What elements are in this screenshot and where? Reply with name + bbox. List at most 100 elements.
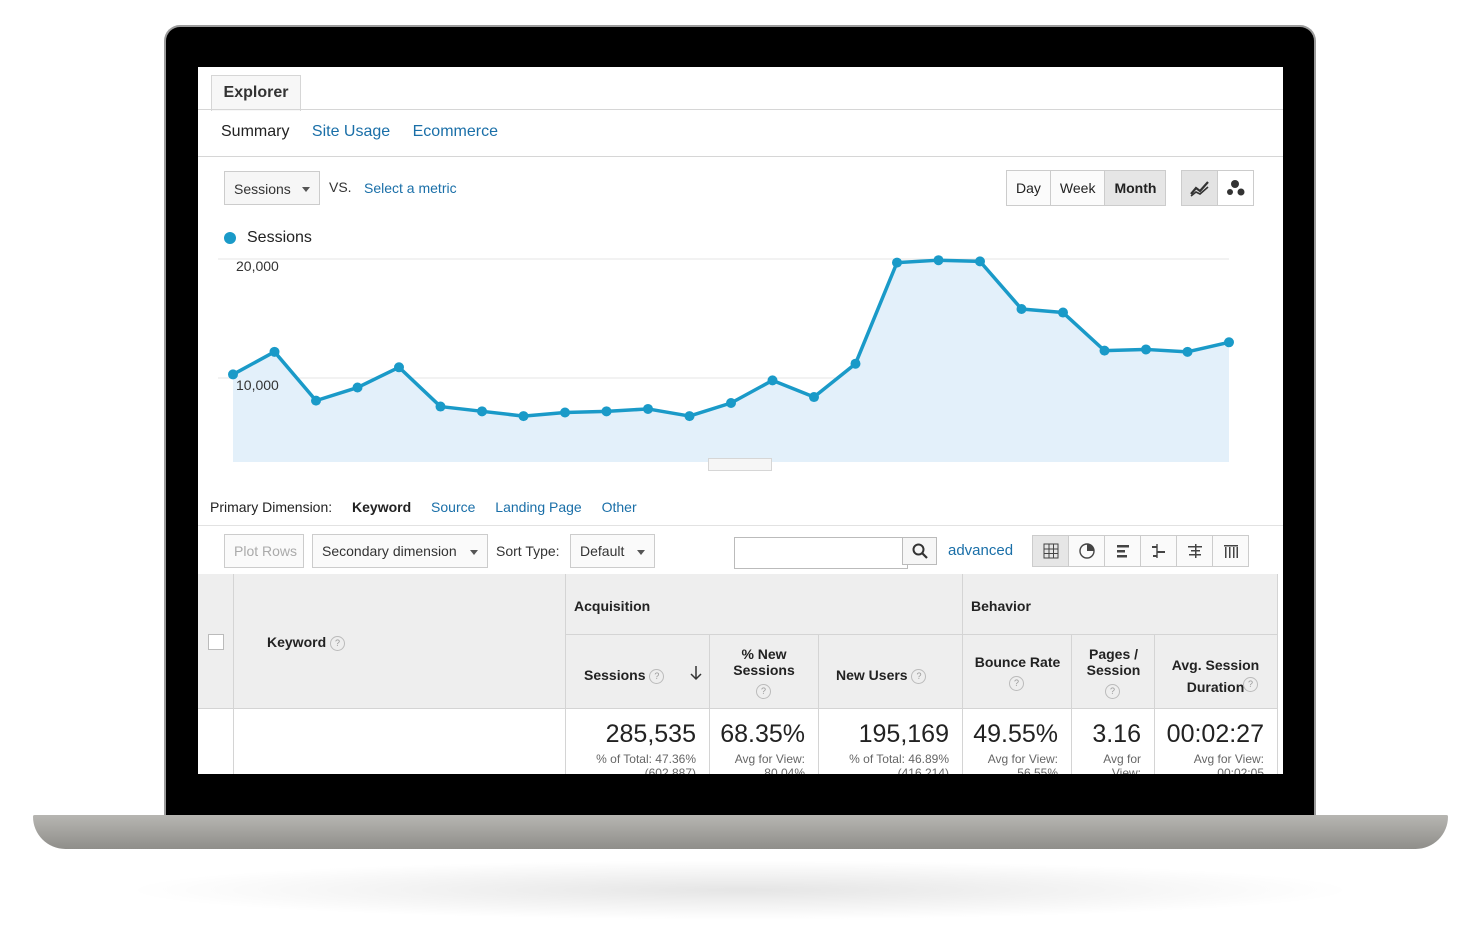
totals-new-users-value: 195,169 <box>858 720 949 748</box>
y-tick-label: 10,000 <box>236 377 279 393</box>
totals-avg-session-duration-value: 00:02:27 <box>1166 720 1264 748</box>
divider <box>198 525 1283 526</box>
data-table: Keyword ? Acquisition Behavior Sessions … <box>198 574 1278 774</box>
new-sessions-header[interactable]: % New Sessions ? <box>710 635 819 709</box>
chart-resize-handle[interactable] <box>708 458 772 471</box>
new-users-header[interactable]: New Users ? <box>819 635 963 709</box>
acquisition-group-header: Acquisition <box>566 574 963 635</box>
subtab-summary[interactable]: Summary <box>221 123 290 140</box>
new-sessions-header-label: % New Sessions <box>733 646 795 678</box>
totals-bounce-rate-sub: Avg for View: <box>987 752 1058 766</box>
data-point[interactable] <box>601 406 612 417</box>
line-chart-icon[interactable] <box>1182 171 1218 205</box>
sessions-header-label: Sessions <box>584 667 646 683</box>
totals-new-users-sub: % of Total: 46.89% <box>849 752 949 766</box>
help-icon[interactable]: ? <box>1243 677 1258 693</box>
totals-new-sessions-value: 68.35% <box>720 720 805 748</box>
new-users-header-label: New Users <box>836 667 908 683</box>
help-icon[interactable]: ? <box>756 684 771 700</box>
dimension-source[interactable]: Source <box>431 499 476 515</box>
data-point[interactable] <box>684 411 695 422</box>
data-point[interactable] <box>643 403 653 414</box>
avg-session-duration-header[interactable]: Avg. Session Duration ? <box>1155 635 1278 709</box>
data-point[interactable] <box>975 256 985 267</box>
granularity-toggle: Day Week Month <box>1006 170 1167 206</box>
primary-dimension-label: Primary Dimension: <box>210 499 333 515</box>
totals-sessions-sub: % of Total: 47.36% <box>596 752 696 766</box>
data-point[interactable] <box>892 257 902 268</box>
data-point[interactable] <box>726 397 736 408</box>
tab-divider <box>198 109 1283 110</box>
plot-rows-button[interactable]: Plot Rows <box>224 534 304 568</box>
pages-per-session-header[interactable]: Pages / Session ? <box>1072 635 1155 709</box>
totals-sessions-value: 285,535 <box>605 720 696 748</box>
sessions-header[interactable]: Sessions ? <box>566 635 710 709</box>
subtab-ecommerce[interactable]: Ecommerce <box>412 123 498 140</box>
secondary-dimension-select[interactable]: Secondary dimension <box>312 534 488 568</box>
select-all-checkbox[interactable] <box>208 634 224 650</box>
behavior-label: Behavior <box>971 598 1031 614</box>
data-point[interactable] <box>1224 337 1234 348</box>
data-point[interactable] <box>269 346 280 357</box>
metric-select[interactable]: Sessions <box>224 171 320 205</box>
data-point[interactable] <box>1058 307 1068 318</box>
secondary-dimension-label: Secondary dimension <box>322 543 457 559</box>
select-all-cell <box>198 574 234 709</box>
data-point[interactable] <box>850 358 861 369</box>
select-metric-link[interactable]: Select a metric <box>364 180 457 196</box>
pie-icon[interactable] <box>1069 536 1105 566</box>
term-cloud-icon[interactable] <box>1177 536 1213 566</box>
bounce-rate-header[interactable]: Bounce Rate ? <box>963 635 1072 709</box>
dimension-landing-page[interactable]: Landing Page <box>495 499 582 515</box>
data-point[interactable] <box>311 395 321 406</box>
avg-session-duration-header-label: Avg. Session Duration <box>1171 657 1260 695</box>
primary-dimension-bar: Primary Dimension: Keyword Source Landin… <box>210 499 653 515</box>
dimension-keyword[interactable]: Keyword <box>352 499 412 515</box>
data-point[interactable] <box>1141 344 1151 355</box>
data-point[interactable] <box>352 382 363 393</box>
granularity-month-button[interactable]: Month <box>1105 171 1166 205</box>
totals-new-sessions: 68.35% Avg for View: 80.04% <box>710 709 819 774</box>
tab-explorer[interactable]: Explorer <box>211 75 301 111</box>
bar-icon[interactable] <box>1105 536 1141 566</box>
data-point[interactable] <box>933 255 944 266</box>
search-button[interactable] <box>902 537 937 565</box>
help-icon[interactable]: ? <box>330 635 346 651</box>
laptop-shadow <box>120 860 1360 920</box>
data-point[interactable] <box>1016 303 1027 314</box>
advanced-filter-link[interactable]: advanced <box>948 542 1014 559</box>
table-icon[interactable] <box>1033 536 1069 566</box>
help-icon[interactable]: ? <box>911 668 927 684</box>
totals-avg-session-duration-sub: Avg for View: <box>1193 752 1264 766</box>
help-icon[interactable]: ? <box>649 668 665 684</box>
analytics-screen: Explorer Summary Site Usage Ecommerce Se… <box>198 67 1283 774</box>
granularity-week-button[interactable]: Week <box>1050 171 1106 205</box>
table-search-input[interactable] <box>734 537 908 569</box>
data-point[interactable] <box>477 406 487 417</box>
comparison-icon[interactable] <box>1141 536 1177 566</box>
data-point[interactable] <box>1099 345 1110 356</box>
data-point[interactable] <box>560 407 570 418</box>
pages-per-session-header-label: Pages / Session <box>1086 646 1141 678</box>
data-point[interactable] <box>767 375 778 386</box>
data-point[interactable] <box>435 401 446 412</box>
totals-select-cell <box>198 709 234 774</box>
data-point[interactable] <box>228 369 238 380</box>
motion-chart-icon[interactable] <box>1218 171 1253 205</box>
chevron-down-icon <box>470 550 478 555</box>
help-icon[interactable]: ? <box>1009 676 1024 692</box>
subtab-site-usage[interactable]: Site Usage <box>311 123 391 140</box>
sort-type-value: Default <box>580 543 625 559</box>
sort-type-select[interactable]: Default <box>570 534 655 568</box>
granularity-day-button[interactable]: Day <box>1007 171 1051 205</box>
pivot-icon[interactable] <box>1213 536 1248 566</box>
data-point[interactable] <box>394 362 404 373</box>
data-point[interactable] <box>1182 346 1193 357</box>
dimension-other[interactable]: Other <box>601 499 637 515</box>
data-point[interactable] <box>809 392 819 403</box>
keyword-header[interactable]: Keyword ? <box>234 574 566 709</box>
totals-bounce-rate-sub2: 56.55% <box>1017 766 1058 774</box>
chart-type-toggle <box>1181 170 1254 206</box>
help-icon[interactable]: ? <box>1105 684 1120 700</box>
data-point[interactable] <box>518 411 529 422</box>
